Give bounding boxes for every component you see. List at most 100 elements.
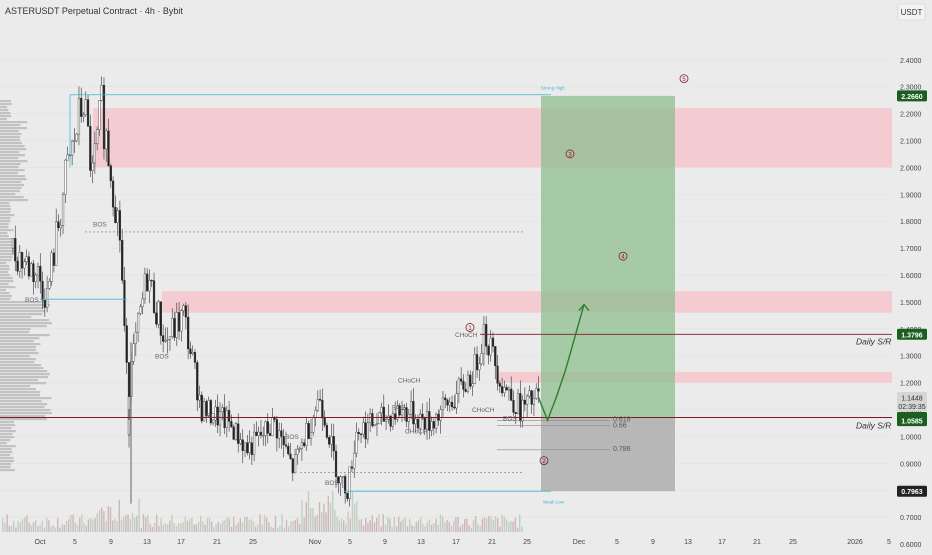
candle-body (444, 397, 447, 401)
volume-bar (360, 519, 362, 532)
volume-bar (296, 518, 299, 532)
volume-profile-bar (0, 403, 48, 406)
volume-profile-bar (0, 202, 10, 205)
step-number: 3 (568, 152, 572, 158)
price-badge (897, 391, 927, 403)
candle-body (391, 413, 394, 427)
candle-body (494, 346, 497, 367)
currency-button[interactable] (897, 3, 926, 21)
volume-profile-bar (0, 382, 47, 385)
candle-body (512, 400, 515, 413)
time-tick-label: 9 (383, 539, 387, 546)
candle-body (453, 406, 456, 409)
volume-bar (343, 520, 345, 532)
choch-label: CHoCH (455, 332, 478, 339)
volume-bar (6, 514, 8, 532)
candle-body (337, 476, 340, 484)
volume-bar (255, 526, 257, 532)
volume-bar (365, 518, 367, 532)
volume-profile-bar (0, 385, 31, 388)
candle-body (75, 133, 78, 142)
volume-profile-bar (0, 283, 9, 286)
candle-body (127, 396, 131, 410)
bos-label: BOS (93, 222, 107, 229)
candle-body (23, 261, 26, 269)
candle-body (180, 310, 183, 332)
volume-bar (85, 525, 87, 532)
volume-profile-bar (0, 295, 12, 298)
volume-bar (219, 523, 222, 532)
volume-bar (433, 523, 435, 532)
volume-bar (288, 526, 290, 532)
currency-label[interactable]: USDT (901, 8, 923, 17)
volume-bar (65, 521, 68, 532)
candle-body (287, 445, 290, 455)
volume-bar (404, 517, 406, 532)
volume-bar (32, 522, 35, 532)
price-tick-label: 1.6000 (900, 273, 922, 280)
candle-body (396, 405, 399, 420)
candle-body (321, 400, 324, 419)
candle-body (200, 394, 203, 422)
volume-bar (43, 527, 46, 532)
volume-bar (371, 515, 373, 532)
volume-bar (241, 522, 244, 532)
volume-profile-bar (0, 376, 48, 379)
volume-bar (54, 527, 57, 532)
candle-body (27, 256, 30, 277)
volume-bar (204, 524, 206, 532)
volume-bar (307, 491, 310, 532)
volume-profile-bar (0, 112, 11, 115)
volume-bar (367, 523, 369, 532)
volume-bar (266, 517, 268, 532)
candle-body (14, 238, 17, 262)
candle-body (480, 353, 483, 365)
volume-bar (477, 523, 479, 532)
volume-bar (314, 516, 316, 532)
volume-bar (164, 523, 167, 532)
candle-body (380, 406, 383, 414)
volume-profile-bar (0, 277, 13, 280)
volume-bar (402, 518, 404, 532)
candle-body (34, 274, 37, 282)
price-tick-label: 0.9000 (900, 461, 922, 468)
volume-bar (156, 514, 158, 532)
candle-body (341, 476, 344, 478)
candle-body (146, 273, 149, 292)
candle-body (132, 343, 135, 362)
volume-bar (208, 517, 211, 532)
volume-bar (519, 514, 521, 532)
candle-body (121, 240, 124, 281)
long-stop-zone (541, 417, 675, 492)
time-tick-label: 13 (684, 539, 692, 546)
volume-bar (450, 525, 453, 532)
volume-bar (413, 526, 415, 532)
step-number: 1 (468, 326, 472, 332)
candle-body (111, 180, 115, 208)
volume-bar (211, 521, 213, 532)
volume-profile-bar (0, 211, 11, 214)
volume-bar (173, 523, 175, 532)
supply-zone-middle (162, 291, 892, 313)
volume-bar (395, 526, 398, 532)
candle-body (532, 398, 536, 405)
volume-bar (105, 521, 107, 532)
time-tick-label: Oct (35, 539, 46, 546)
volume-bar (369, 519, 371, 532)
volume-profile-bar (0, 304, 51, 307)
volume-bar (147, 515, 149, 532)
candle-body (323, 417, 326, 426)
volume-bar (197, 521, 200, 532)
time-tick-label: 13 (417, 539, 425, 546)
candle-body (148, 280, 151, 292)
candle-body (57, 221, 60, 229)
candle-body (141, 298, 144, 308)
volume-profile-bar (0, 355, 30, 358)
volume-bar (285, 520, 288, 532)
candle-body (46, 288, 49, 308)
time-tick-label: 25 (789, 539, 797, 546)
supply-zone-upper (93, 108, 892, 168)
time-tick-label: 17 (177, 539, 185, 546)
volume-bar (279, 525, 281, 532)
volume-bar (83, 523, 85, 532)
